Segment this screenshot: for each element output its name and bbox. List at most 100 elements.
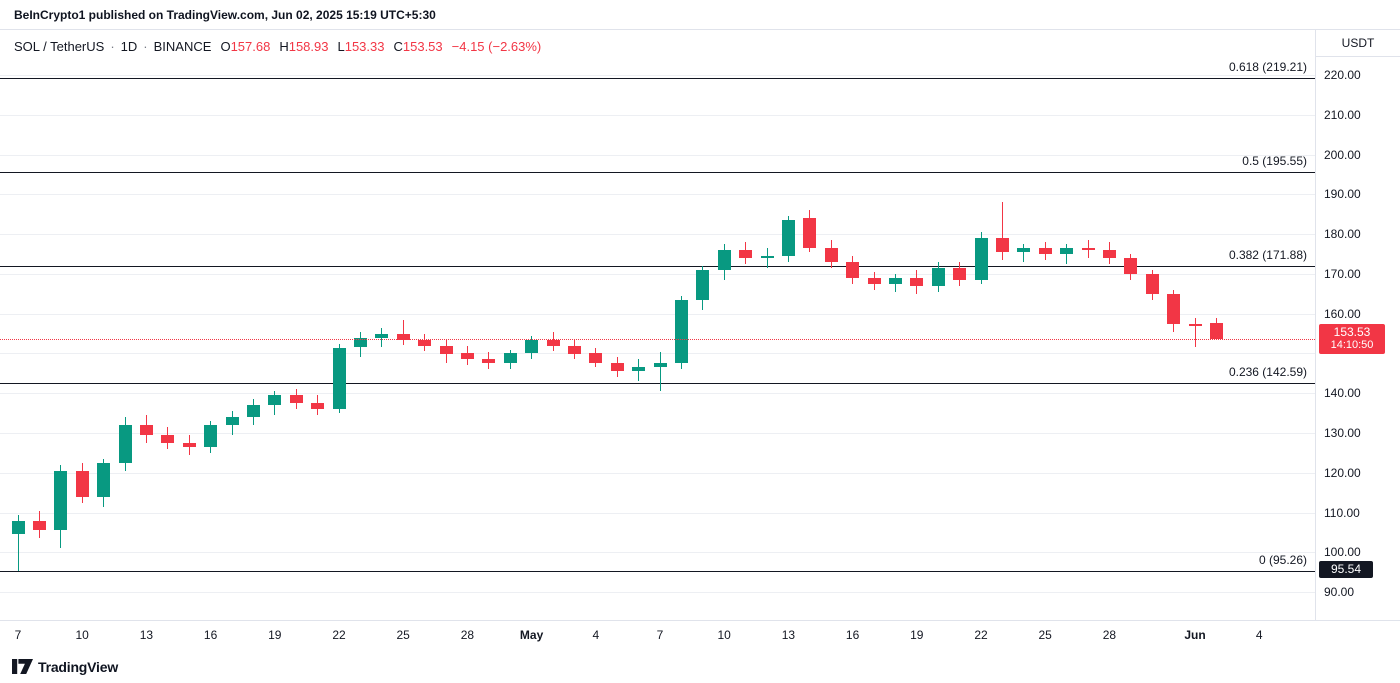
- price-tick-label: 120.00: [1324, 465, 1361, 480]
- symbol-name[interactable]: SOL / TetherUS: [14, 39, 105, 54]
- candle-wick: [659, 351, 661, 392]
- candle-apr-15: [182, 443, 196, 447]
- time-tick-label: 7: [656, 628, 664, 642]
- publisher-bar: BeInCrypto1 published on TradingView.com…: [0, 0, 1400, 30]
- candle-wick: [402, 319, 404, 346]
- price-gridline: [0, 114, 1315, 116]
- candle-may-16: [846, 261, 860, 278]
- candle-apr-20: [289, 395, 303, 404]
- candle-may-25: [1038, 248, 1052, 254]
- chart-plot-area[interactable]: SOL / TetherUS · 1D · BINANCE O157.68 H158.93 L…: [0, 30, 1315, 620]
- low-label: L: [337, 39, 345, 54]
- candle-may-30: [1145, 273, 1159, 294]
- current-price-value: 153.53: [1333, 325, 1371, 340]
- fib-level-label: 0.382 (171.88): [1228, 248, 1307, 263]
- price-gridline: [0, 472, 1315, 474]
- candle-wick: [1194, 317, 1196, 348]
- candle-wick: [1023, 244, 1025, 262]
- time-tick-label: 25: [396, 628, 410, 642]
- time-tick-label: 10: [75, 628, 89, 642]
- price-gridline: [0, 194, 1315, 196]
- price-gridline: [0, 353, 1315, 355]
- candle-apr-30: [503, 353, 517, 364]
- candle-may-8: [674, 299, 688, 364]
- time-tick-label: 28: [460, 628, 475, 642]
- time-tick-label: 28: [1102, 628, 1117, 642]
- candle-may-1: [525, 339, 539, 354]
- price-gridline: [0, 313, 1315, 315]
- price-tick-label: 220.00: [1324, 68, 1361, 82]
- candle-apr-10: [75, 470, 89, 497]
- fib-level-line: [0, 78, 1315, 80]
- time-tick-label: 7: [14, 628, 22, 642]
- symbol-legend: SOL / TetherUS · 1D · BINANCE O157.68 H158.93 L…: [14, 39, 541, 54]
- close-value: 153.53: [402, 39, 443, 54]
- interval-label: 1D: [120, 39, 138, 54]
- candle-apr-14: [161, 435, 175, 443]
- publisher-attribution-link[interactable]: BeInCrypto1 published on TradingView.com…: [14, 7, 436, 22]
- candle-apr-27: [439, 345, 453, 354]
- candle-apr-16: [204, 425, 218, 447]
- candle-may-2: [546, 339, 560, 346]
- fib-level-label: 0 (95.26): [1258, 553, 1307, 568]
- candle-jun-2: [1209, 322, 1223, 340]
- tradingview-wordmark[interactable]: TradingView: [38, 658, 119, 675]
- candle-wick: [1001, 202, 1003, 260]
- time-tick-label: 4: [1255, 628, 1263, 642]
- candle-wick: [17, 514, 19, 572]
- price-tick-label: 210.00: [1324, 107, 1361, 122]
- tradingview-logo-icon[interactable]: [12, 659, 33, 674]
- price-tick-label: 90.00: [1324, 585, 1355, 600]
- candle-may-24: [1017, 248, 1031, 252]
- price-tick-label: 140.00: [1324, 386, 1361, 401]
- time-tick-label: 4: [592, 628, 600, 642]
- candle-may-26: [1060, 248, 1074, 254]
- fib-level-line: [0, 266, 1315, 268]
- price-tick-label: 130.00: [1324, 426, 1361, 440]
- fib-level-line: [0, 571, 1315, 573]
- time-tick-label: 13: [139, 628, 154, 642]
- price-tick-label: 200.00: [1324, 147, 1361, 162]
- candle-apr-28: [460, 353, 474, 360]
- time-tick-label: 22: [974, 628, 988, 642]
- candle-apr-26: [418, 339, 432, 346]
- candle-may-27: [1081, 248, 1095, 250]
- price-gridline: [0, 592, 1315, 594]
- fib-anchor-price-badge: 95.54: [1319, 561, 1373, 579]
- time-tick-label: May: [519, 628, 544, 642]
- candle-apr-25: [396, 333, 410, 340]
- price-gridline: [0, 154, 1315, 156]
- price-gridline: [0, 512, 1315, 514]
- price-axis-currency-label: USDT: [1316, 30, 1400, 57]
- price-gridline: [0, 393, 1315, 395]
- price-tick-label: 180.00: [1324, 227, 1361, 242]
- time-tick-label: 19: [910, 628, 924, 642]
- fib-level-label: 0.618 (219.21): [1228, 60, 1307, 75]
- candle-may-19: [910, 277, 924, 286]
- time-axis[interactable]: 7 10 13 16 19 22 25 28 May 4 7 10 13 16 19 22 25 28 Jun 4: [0, 620, 1400, 650]
- price-tick-label: 100.00: [1324, 545, 1361, 560]
- candle-may-18: [888, 277, 902, 284]
- legend-separator: ·: [143, 39, 148, 54]
- time-tick-label: 25: [1038, 628, 1052, 642]
- candle-may-10: [717, 250, 731, 270]
- price-tick-label: 110.00: [1324, 505, 1360, 520]
- candle-apr-7: [11, 520, 25, 535]
- candle-apr-11: [97, 462, 111, 497]
- candle-apr-8: [32, 520, 46, 531]
- candle-may-17: [867, 277, 881, 284]
- price-axis[interactable]: USDT 153.53 14:10:50 95.54 220.00 210.00 2…: [1315, 30, 1400, 620]
- price-gridline: [0, 75, 1315, 76]
- change-value: −4.15 (−2.63%): [451, 39, 542, 54]
- high-value: 158.93: [288, 39, 329, 54]
- price-tick-label: 190.00: [1324, 187, 1361, 202]
- price-tick-label: 160.00: [1324, 306, 1361, 321]
- time-tick-label: Jun: [1184, 628, 1206, 642]
- candle-apr-12: [118, 425, 132, 463]
- candle-may-6: [632, 367, 646, 372]
- candle-may-9: [696, 269, 710, 300]
- candle-apr-29: [482, 359, 496, 364]
- bar-countdown-timer: 14:10:50: [1330, 339, 1374, 352]
- current-price-badge: 153.53 14:10:50: [1319, 324, 1385, 355]
- candle-apr-23: [353, 337, 367, 348]
